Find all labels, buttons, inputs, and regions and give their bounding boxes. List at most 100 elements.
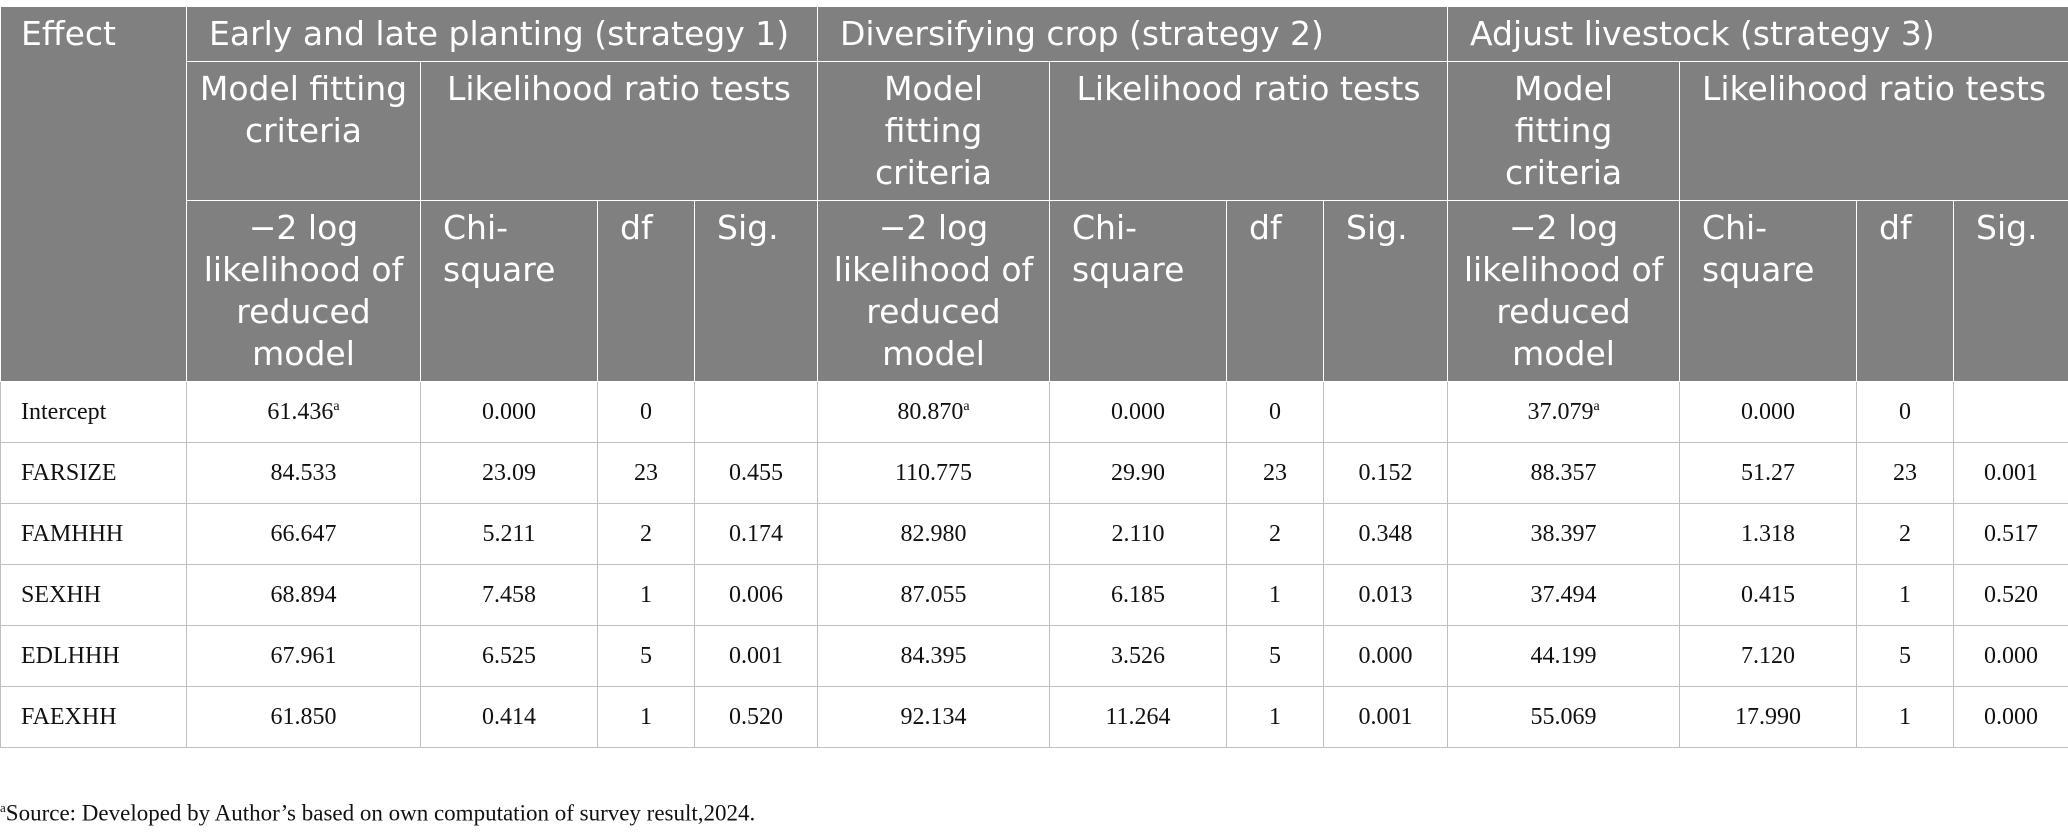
model-fitting-header: Model fitting criteria — [1447, 61, 1681, 201]
row-effect-label: FAEXHH — [0, 686, 187, 748]
table-cell: 87.055 — [817, 564, 1050, 626]
cell-value: 5.211 — [482, 520, 536, 547]
cell-value: 44.199 — [1530, 642, 1597, 669]
cell-value: 5 — [640, 642, 652, 669]
table-cell: 23.09 — [420, 442, 598, 504]
table-cell: 0.455 — [694, 442, 818, 504]
cell-value: 0.520 — [1984, 581, 2039, 608]
sig-header: Sig. — [1953, 200, 2068, 382]
strategy-2-header: Diversifying crop (strategy 2) — [816, 6, 1449, 62]
cell-value: 66.647 — [270, 520, 337, 547]
strategy-3-header: Adjust livestock (strategy 3) — [1447, 6, 2068, 62]
df-header: df — [1226, 200, 1324, 382]
table-cell: 0.174 — [694, 503, 818, 565]
table-cell: 2 — [597, 503, 695, 565]
cell-value: 17.990 — [1735, 703, 1802, 730]
table-cell: 1 — [1226, 564, 1324, 626]
table-cell: 2 — [1226, 503, 1324, 565]
chi-square-header: Chi-square — [1679, 200, 1858, 382]
table-cell: 0 — [1226, 381, 1324, 443]
cell-value: 61.850 — [270, 703, 337, 730]
cell-footnote-mark: a — [1593, 398, 1600, 414]
table-cell: 5 — [1226, 625, 1324, 687]
cell-value: 0.000 — [1358, 642, 1413, 669]
cell-value: 1 — [1899, 581, 1912, 608]
table-cell: 1 — [1856, 686, 1955, 748]
table-cell: 5 — [1856, 625, 1955, 687]
table-cell: 0.006 — [694, 564, 818, 626]
table-cell — [1953, 381, 2068, 443]
df-header: df — [597, 200, 695, 382]
cell-value: 2 — [1269, 520, 1281, 547]
table-cell: 0.520 — [1953, 564, 2068, 626]
cell-value: 1 — [1269, 703, 1281, 730]
table-cell: 0.000 — [1953, 686, 2068, 748]
table-cell: 6.185 — [1049, 564, 1227, 626]
table-row: EDLHHH 67.961 6.525 5 0.001 84.395 3.526 5 0.000… — [0, 625, 2068, 687]
cell-value: 0.152 — [1358, 459, 1413, 486]
table-cell: 37.494 — [1447, 564, 1681, 626]
footnote-mark: a — [0, 800, 6, 815]
cell-value: 61.436 — [267, 398, 334, 425]
cell-value: 0 — [640, 398, 652, 425]
table-cell: 0.415 — [1679, 564, 1858, 626]
likelihood-ratio-header: Likelihood ratio tests — [1679, 61, 2068, 201]
cell-value: 23.09 — [482, 459, 536, 486]
cell-value: 0 — [1899, 398, 1912, 425]
table-cell: 1.318 — [1679, 503, 1858, 565]
cell-value: 51.27 — [1741, 459, 1796, 486]
cell-value: 7.458 — [482, 581, 536, 608]
chi-square-header: Chi-square — [1049, 200, 1227, 382]
cell-value: 2 — [640, 520, 652, 547]
table-cell: 29.90 — [1049, 442, 1227, 504]
cell-value: 5 — [1899, 642, 1912, 669]
table-cell: 61.850 — [186, 686, 421, 748]
table-cell: 1 — [597, 564, 695, 626]
table-cell: 23 — [1226, 442, 1324, 504]
table-cell: 0.152 — [1322, 442, 1449, 504]
cell-footnote-mark: a — [963, 398, 970, 414]
cell-value: 80.870 — [897, 398, 964, 425]
header-row-groups: Model fitting criteria Likelihood ratio … — [1, 61, 2068, 201]
cell-value: 67.961 — [270, 642, 337, 669]
cell-value: 5 — [1269, 642, 1281, 669]
row-effect-label: Intercept — [0, 381, 187, 443]
cell-value: 0.000 — [1984, 642, 2039, 669]
table-cell: 1 — [1856, 564, 1955, 626]
cell-value: 37.079 — [1527, 398, 1594, 425]
table-cell: 17.990 — [1679, 686, 1858, 748]
header-row-strategies: Effect Early and late planting (strategy… — [0, 6, 2068, 382]
cell-value: 55.069 — [1530, 703, 1597, 730]
table-cell: 11.264 — [1049, 686, 1227, 748]
table-cell — [1322, 381, 1449, 443]
table-cell: 82.980 — [817, 503, 1050, 565]
table-cell: 0 — [597, 381, 695, 443]
table-row: FARSIZE 84.533 23.09 23 0.455 110.775 29.90 23 0… — [0, 442, 2068, 504]
table-row: SEXHH 68.894 7.458 1 0.006 87.055 6.185 1 0.013 3… — [0, 564, 2068, 626]
cell-value: 0.000 — [1984, 703, 2039, 730]
table-cell: 2.110 — [1049, 503, 1227, 565]
cell-value: 92.134 — [900, 703, 967, 730]
sig-header: Sig. — [1322, 200, 1449, 382]
footnote-text: Source: Developed by Author’s based on o… — [5, 800, 756, 826]
cell-value: 6.525 — [482, 642, 536, 669]
row-effect-label: FAMHHH — [0, 503, 187, 565]
table-cell: 0.000 — [1322, 625, 1449, 687]
table-cell: 0.520 — [694, 686, 818, 748]
cell-value: 1 — [1269, 581, 1281, 608]
table-cell: 7.458 — [420, 564, 598, 626]
header-row-columns: −2 log likelihood of reduced model Chi-s… — [1, 200, 2068, 382]
table-cell: 38.397 — [1447, 503, 1681, 565]
table-cell: 66.647 — [186, 503, 421, 565]
table-cell: 61.436a — [186, 381, 421, 443]
likelihood-ratio-header: Likelihood ratio tests — [1048, 61, 1449, 201]
cell-value: 84.395 — [900, 642, 967, 669]
model-fitting-header: Model fitting criteria — [186, 61, 421, 201]
table-cell: 0.000 — [1953, 625, 2068, 687]
effect-header: Effect — [0, 6, 187, 382]
cell-value: 37.494 — [1530, 581, 1597, 608]
neg2ll-header: −2 log likelihood of reduced model — [186, 200, 421, 382]
cell-value: 68.894 — [270, 581, 337, 608]
table-cell: 5.211 — [420, 503, 598, 565]
row-effect-label: EDLHHH — [0, 625, 187, 687]
